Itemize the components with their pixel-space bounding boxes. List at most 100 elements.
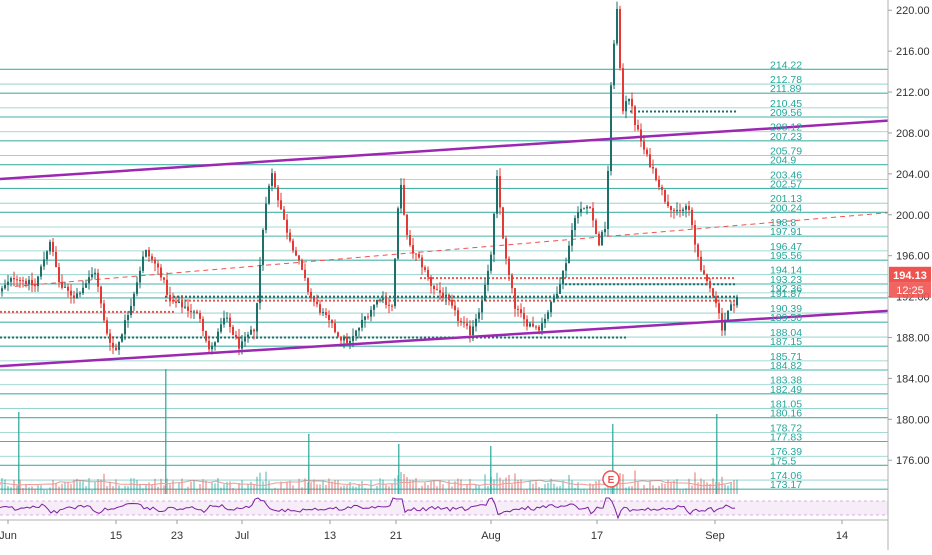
- candle-body[interactable]: [64, 286, 66, 288]
- candle-body[interactable]: [82, 287, 84, 294]
- candle-body[interactable]: [67, 286, 69, 291]
- candle-body[interactable]: [439, 290, 441, 293]
- candle-body[interactable]: [415, 253, 417, 255]
- candle-body[interactable]: [298, 255, 300, 261]
- candle-body[interactable]: [568, 245, 570, 264]
- candle-body[interactable]: [211, 345, 213, 350]
- candle-body[interactable]: [649, 154, 651, 168]
- candle-body[interactable]: [85, 283, 87, 288]
- candle-body[interactable]: [25, 280, 27, 285]
- candle-body[interactable]: [313, 298, 315, 302]
- candle-body[interactable]: [43, 259, 45, 267]
- candle-body[interactable]: [655, 168, 657, 180]
- indicator-pane[interactable]: [0, 497, 888, 520]
- candle-body[interactable]: [361, 319, 363, 328]
- candle-body[interactable]: [388, 304, 390, 306]
- candle-body[interactable]: [436, 289, 438, 291]
- candle-body[interactable]: [61, 282, 63, 288]
- candle-body[interactable]: [544, 318, 546, 324]
- candle-body[interactable]: [4, 285, 6, 289]
- candle-body[interactable]: [556, 293, 558, 299]
- candle-body[interactable]: [124, 320, 126, 335]
- candle-body[interactable]: [16, 279, 18, 281]
- candle-body[interactable]: [112, 342, 114, 348]
- candle-body[interactable]: [517, 308, 519, 310]
- candle-body[interactable]: [316, 301, 318, 305]
- candle-body[interactable]: [601, 232, 603, 246]
- candle-body[interactable]: [730, 304, 732, 311]
- candle-body[interactable]: [664, 189, 666, 202]
- candle-body[interactable]: [430, 277, 432, 286]
- candle-body[interactable]: [676, 210, 678, 212]
- candle-body[interactable]: [145, 249, 147, 257]
- candle-body[interactable]: [148, 249, 150, 257]
- candle-body[interactable]: [13, 278, 15, 280]
- candle-body[interactable]: [49, 241, 51, 252]
- candle-body[interactable]: [724, 320, 726, 331]
- candle-body[interactable]: [193, 311, 195, 313]
- candle-body[interactable]: [496, 176, 498, 214]
- candle-body[interactable]: [604, 229, 606, 233]
- candle-body[interactable]: [592, 208, 594, 221]
- candle-body[interactable]: [373, 304, 375, 310]
- candle-body[interactable]: [355, 330, 357, 337]
- candle-body[interactable]: [28, 279, 30, 285]
- candle-body[interactable]: [424, 267, 426, 270]
- candle-body[interactable]: [691, 209, 693, 226]
- candle-body[interactable]: [493, 213, 495, 255]
- candle-body[interactable]: [478, 312, 480, 319]
- candle-body[interactable]: [526, 319, 528, 327]
- candle-body[interactable]: [634, 106, 636, 125]
- candle-body[interactable]: [19, 280, 21, 282]
- candle-body[interactable]: [535, 326, 537, 328]
- candle-body[interactable]: [409, 235, 411, 246]
- candle-body[interactable]: [289, 232, 291, 241]
- candle-body[interactable]: [538, 326, 540, 331]
- candle-body[interactable]: [175, 301, 177, 304]
- candle-body[interactable]: [511, 274, 513, 289]
- candle-body[interactable]: [301, 260, 303, 270]
- candle-body[interactable]: [607, 171, 609, 230]
- candle-body[interactable]: [196, 311, 198, 314]
- candle-body[interactable]: [169, 294, 171, 301]
- candle-body[interactable]: [565, 263, 567, 271]
- candle-body[interactable]: [712, 288, 714, 297]
- candle-body[interactable]: [178, 301, 180, 304]
- candle-body[interactable]: [379, 299, 381, 301]
- candle-body[interactable]: [58, 267, 60, 283]
- candle-body[interactable]: [118, 341, 120, 350]
- candle-body[interactable]: [679, 210, 681, 212]
- candle-body[interactable]: [133, 293, 135, 307]
- candle-body[interactable]: [550, 301, 552, 313]
- candle-body[interactable]: [421, 257, 423, 268]
- candle-body[interactable]: [562, 270, 564, 285]
- candle-body[interactable]: [622, 68, 624, 112]
- candle-body[interactable]: [256, 303, 258, 332]
- candle-body[interactable]: [376, 299, 378, 305]
- candle-body[interactable]: [673, 210, 675, 212]
- candle-body[interactable]: [34, 285, 36, 287]
- candle-body[interactable]: [661, 186, 663, 190]
- candle-body[interactable]: [307, 278, 309, 292]
- candle-body[interactable]: [448, 294, 450, 301]
- candle-body[interactable]: [10, 278, 12, 282]
- candle-body[interactable]: [109, 333, 111, 343]
- candle-body[interactable]: [481, 300, 483, 313]
- candle-body[interactable]: [589, 206, 591, 209]
- candle-body[interactable]: [244, 337, 246, 342]
- candle-body[interactable]: [709, 281, 711, 289]
- candles[interactable]: E: [1, 1, 738, 488]
- candle-body[interactable]: [271, 173, 273, 186]
- candle-body[interactable]: [445, 294, 447, 298]
- candle-body[interactable]: [382, 298, 384, 300]
- candle-body[interactable]: [613, 43, 615, 86]
- candle-body[interactable]: [433, 285, 435, 290]
- candle-body[interactable]: [460, 320, 462, 323]
- candle-body[interactable]: [70, 290, 72, 296]
- candle-body[interactable]: [358, 327, 360, 331]
- candle-body[interactable]: [40, 266, 42, 277]
- candle-body[interactable]: [586, 206, 588, 209]
- rsi-line[interactable]: [0, 497, 736, 520]
- candle-body[interactable]: [163, 277, 165, 280]
